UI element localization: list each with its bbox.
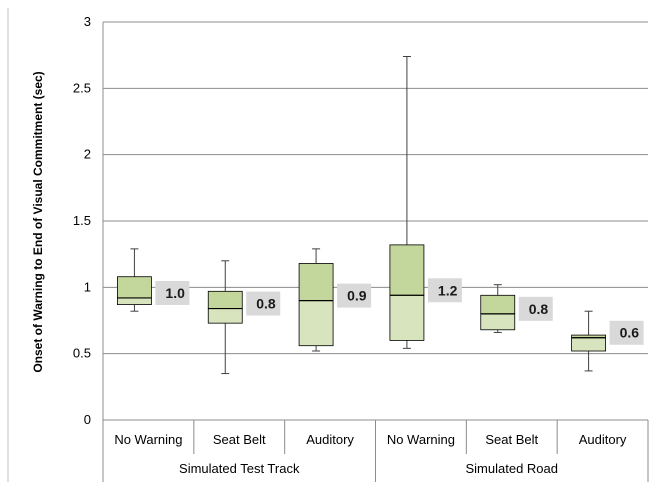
x-category-label: Auditory (306, 432, 354, 447)
x-category-label: Seat Belt (485, 432, 538, 447)
box-upper-quartile (480, 294, 516, 315)
data-label: 1.0 (165, 285, 185, 301)
box-upper-quartile (207, 290, 243, 309)
y-tick-label: 1 (84, 279, 91, 294)
box-upper-quartile (117, 276, 152, 299)
box-lower-quartile (117, 297, 152, 305)
data-label-background (518, 296, 553, 321)
data-label: 1.2 (438, 282, 458, 298)
x-category-label: Seat Belt (213, 432, 266, 447)
box-lower-quartile (389, 294, 425, 341)
box-plot (207, 260, 243, 375)
box-upper-quartile (389, 244, 425, 296)
data-label-background (427, 278, 462, 303)
box-upper-quartile (298, 263, 334, 302)
y-tick-label: 2.5 (73, 80, 91, 95)
data-label-background (337, 283, 372, 308)
x-category-label: No Warning (114, 432, 182, 447)
box-plot (480, 284, 516, 333)
data-label: 0.6 (620, 325, 640, 341)
box-plot (389, 55, 425, 349)
x-group-label: Simulated Road (466, 461, 559, 476)
y-tick-label: 0.5 (73, 346, 91, 361)
data-label: 0.8 (529, 301, 549, 317)
box-lower-quartile (207, 308, 243, 324)
y-tick-label: 0 (84, 412, 91, 427)
data-label: 0.8 (256, 296, 276, 312)
box-lower-quartile (571, 337, 606, 352)
x-group-label: Simulated Test Track (179, 461, 300, 476)
data-label: 0.9 (347, 288, 367, 304)
data-label-background (609, 320, 644, 345)
x-category-label: No Warning (387, 432, 455, 447)
y-tick-label: 2 (84, 147, 91, 162)
box-plot (571, 310, 606, 372)
box-plot (117, 248, 152, 312)
box-lower-quartile (480, 313, 516, 331)
data-label-background (155, 280, 190, 305)
y-tick-label: 3 (84, 14, 91, 29)
y-axis-label: Onset of Warning to End of Visual Commit… (31, 71, 45, 372)
y-tick-label: 1.5 (73, 213, 91, 228)
x-category-label: Auditory (579, 432, 627, 447)
box-lower-quartile (298, 300, 334, 347)
data-label-background (246, 291, 281, 316)
box-plot (298, 248, 334, 352)
